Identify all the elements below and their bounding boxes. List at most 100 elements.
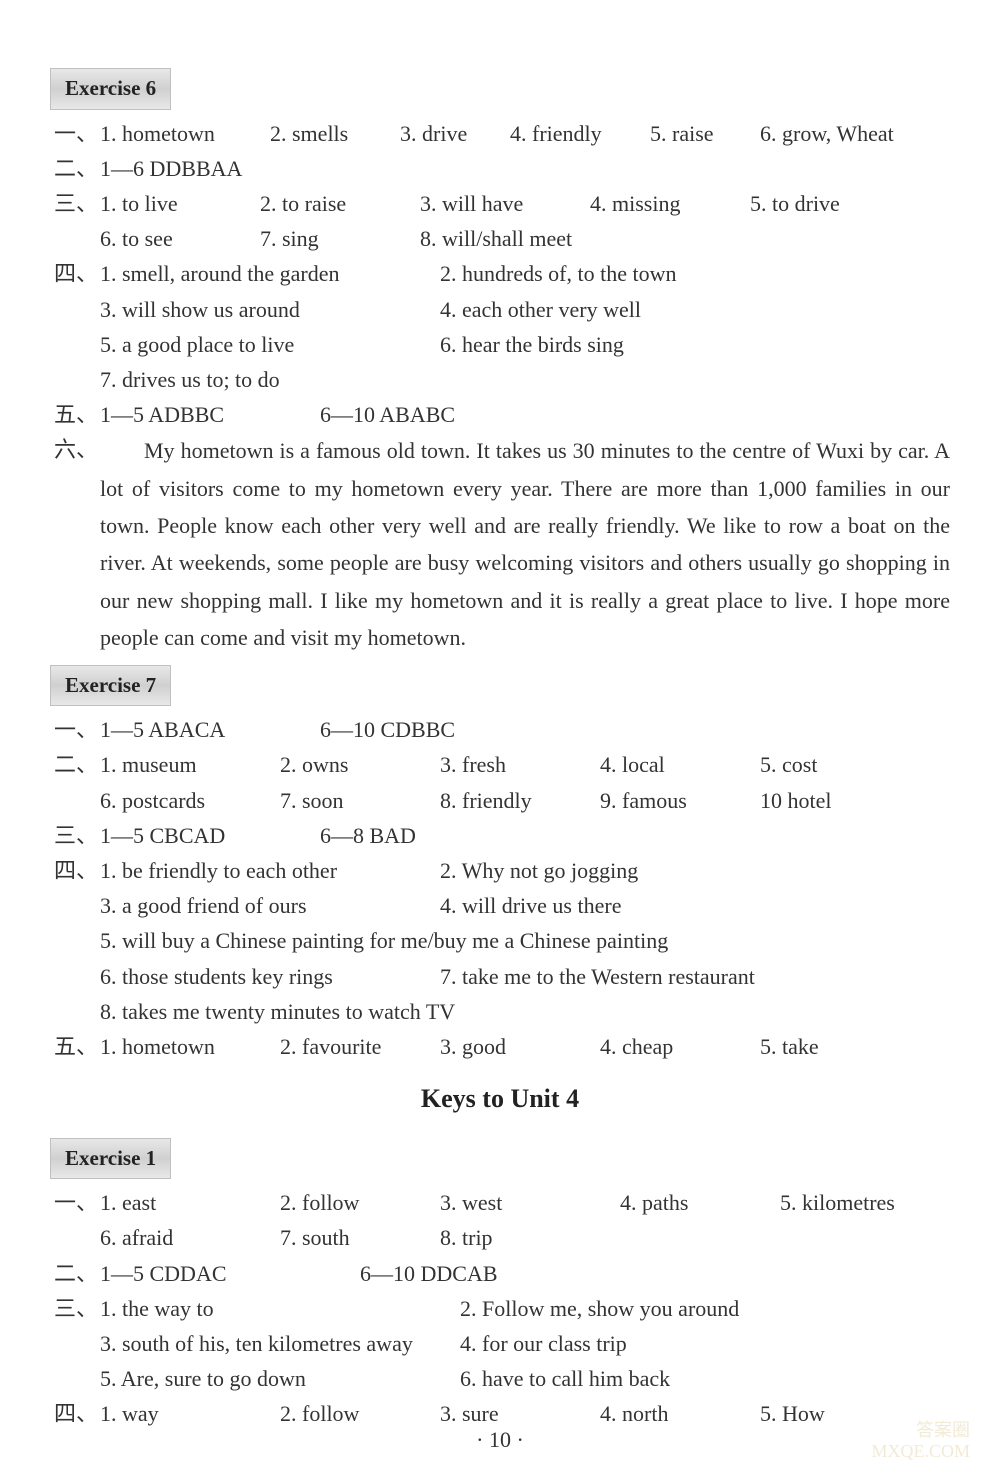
answer-item: 4. each other very well <box>440 292 880 327</box>
answer-item: 1. hometown <box>100 1029 280 1064</box>
answer-item: 2. follow <box>280 1185 440 1220</box>
section-num: 五、 <box>50 1029 100 1064</box>
section-num: 三、 <box>50 1291 100 1326</box>
answer-item: 5. cost <box>760 747 900 782</box>
answer-item: 4. will drive us there <box>440 888 880 923</box>
section-num: 四、 <box>50 853 100 888</box>
answer-item: 8. will/shall meet <box>420 221 572 256</box>
ex7-s3: 三、 1—5 CBCAD 6—8 BAD <box>50 818 950 853</box>
answer-item: 5. a good place to live <box>100 327 440 362</box>
answer-item: 6—10 ABABC <box>320 397 455 432</box>
answer-item: 4. friendly <box>510 116 650 151</box>
answer-item: 7. sing <box>260 221 420 256</box>
section-num: 三、 <box>50 818 100 853</box>
answer-item: 6—10 CDBBC <box>320 712 455 747</box>
answer-item: 5. Are, sure to go down <box>100 1361 460 1396</box>
answer-item: 3. good <box>440 1029 600 1064</box>
ex6-s4: 四、 1. smell, around the garden 2. hundre… <box>50 256 950 397</box>
section-num: 六、 <box>50 432 100 467</box>
answer-item: 4. missing <box>590 186 750 221</box>
answer-item: 2. hundreds of, to the town <box>440 256 880 291</box>
answer-item: 8. trip <box>440 1220 493 1255</box>
section-num: 一、 <box>50 712 100 747</box>
section-num: 三、 <box>50 186 100 221</box>
answer-item: 3. fresh <box>440 747 600 782</box>
ex6-s3: 三、 1. to live 2. to raise 3. will have 4… <box>50 186 950 256</box>
answer-item: 2. Why not go jogging <box>440 853 880 888</box>
answer-item: 1. to live <box>100 186 260 221</box>
ex7-s2: 二、 1. museum 2. owns 3. fresh 4. local 5… <box>50 747 950 817</box>
answer-item: 10 hotel <box>760 783 832 818</box>
answer-item: 8. friendly <box>440 783 600 818</box>
answer-item: 6—8 BAD <box>320 818 416 853</box>
answer-item: 7. soon <box>280 783 440 818</box>
answer-item: 5. to drive <box>750 186 840 221</box>
ex7-s1: 一、 1—5 ABACA 6—10 CDBBC <box>50 712 950 747</box>
answer-item: 5. kilometres <box>780 1185 920 1220</box>
exercise-6-label: Exercise 6 <box>50 68 171 110</box>
answer-item: 3. west <box>440 1185 620 1220</box>
answer-item: 2. smells <box>270 116 400 151</box>
answer-item: 1. the way to <box>100 1291 460 1326</box>
answer-item: 1—5 ADBBC <box>100 397 320 432</box>
ex1-s1: 一、 1. east 2. follow 3. west 4. paths 5.… <box>50 1185 950 1255</box>
answer-item: 6. afraid <box>100 1220 280 1255</box>
answer-item: 1—5 CBCAD <box>100 818 320 853</box>
answer-item: 3. will show us around <box>100 292 440 327</box>
exercise-7-label: Exercise 7 <box>50 665 171 707</box>
ex7-s4: 四、 1. be friendly to each other 2. Why n… <box>50 853 950 1029</box>
answer-item: 4. for our class trip <box>460 1326 900 1361</box>
answer-item: 5. raise <box>650 116 760 151</box>
answer-item: 6—10 DDCAB <box>360 1256 498 1291</box>
answer-item: 4. local <box>600 747 760 782</box>
section-num: 二、 <box>50 747 100 782</box>
answer-item: 8. takes me twenty minutes to watch TV <box>100 994 900 1029</box>
answer-item: 3. a good friend of ours <box>100 888 440 923</box>
page-number: · 10 · <box>0 1422 1000 1457</box>
answer-item: 6. have to call him back <box>460 1361 900 1396</box>
ex6-s2: 二、 1—6 DDBBAA <box>50 151 950 186</box>
answer-item: 5. will buy a Chinese painting for me/bu… <box>100 923 900 958</box>
answer-item: 1. museum <box>100 747 280 782</box>
answer-item: 6. hear the birds sing <box>440 327 880 362</box>
ex6-s1: 一、 1. hometown 2. smells 3. drive 4. fri… <box>50 116 950 151</box>
answer-item: 7. drives us to; to do <box>100 362 900 397</box>
answer-item: 5. take <box>760 1029 819 1064</box>
answer-item: 1—5 ABACA <box>100 712 320 747</box>
ex7-s5: 五、 1. hometown 2. favourite 3. good 4. c… <box>50 1029 950 1064</box>
section-num: 二、 <box>50 151 100 186</box>
answer-item: 1. east <box>100 1185 280 1220</box>
answer-item: 1. hometown <box>100 116 270 151</box>
section-num: 一、 <box>50 1185 100 1220</box>
answer-item: 6. postcards <box>100 783 280 818</box>
answer-item: 4. paths <box>620 1185 780 1220</box>
unit-title: Keys to Unit 4 <box>50 1078 950 1120</box>
paragraph-text: My hometown is a famous old town. It tak… <box>100 432 950 656</box>
answer-text: 1—6 DDBBAA <box>100 151 950 186</box>
ex6-s6: 六、 My hometown is a famous old town. It … <box>50 432 950 656</box>
answer-item: 3. south of his, ten kilometres away <box>100 1326 460 1361</box>
answer-item: 9. famous <box>600 783 760 818</box>
watermark: 答案圈 MXQE.COM <box>871 1420 970 1463</box>
answer-item: 3. drive <box>400 116 510 151</box>
answer-item: 2. favourite <box>280 1029 440 1064</box>
ex1-s3: 三、 1. the way to 2. Follow me, show you … <box>50 1291 950 1397</box>
answer-item: 1. smell, around the garden <box>100 256 440 291</box>
section-num: 四、 <box>50 256 100 291</box>
answer-item: 7. take me to the Western restaurant <box>440 959 880 994</box>
answer-item: 1. be friendly to each other <box>100 853 440 888</box>
answer-item: 3. will have <box>420 186 590 221</box>
watermark-text-1: 答案圈 <box>871 1420 970 1442</box>
answer-item: 4. cheap <box>600 1029 760 1064</box>
answer-item: 2. to raise <box>260 186 420 221</box>
answer-item: 1—5 CDDAC <box>100 1256 360 1291</box>
ex6-s5: 五、 1—5 ADBBC 6—10 ABABC <box>50 397 950 432</box>
exercise-1-label: Exercise 1 <box>50 1138 171 1180</box>
answer-item: 2. owns <box>280 747 440 782</box>
section-num: 五、 <box>50 397 100 432</box>
answer-item: 6. those students key rings <box>100 959 440 994</box>
ex1-s2: 二、 1—5 CDDAC 6—10 DDCAB <box>50 1256 950 1291</box>
answer-item: 2. Follow me, show you around <box>460 1291 900 1326</box>
section-num: 二、 <box>50 1256 100 1291</box>
section-num: 一、 <box>50 116 100 151</box>
